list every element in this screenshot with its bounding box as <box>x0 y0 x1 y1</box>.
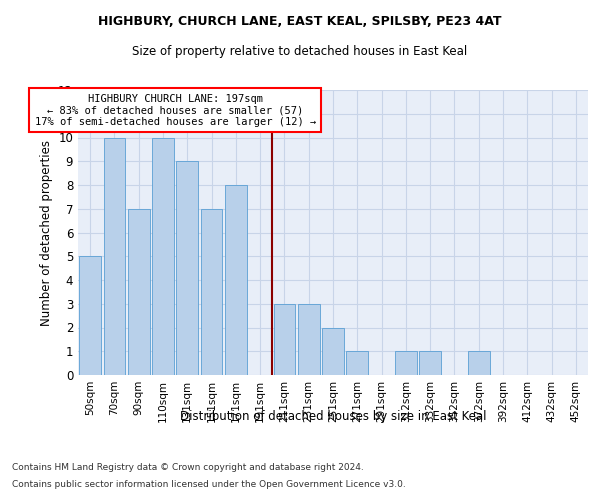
Bar <box>419 351 441 375</box>
Y-axis label: Number of detached properties: Number of detached properties <box>40 140 53 326</box>
Text: Contains public sector information licensed under the Open Government Licence v3: Contains public sector information licen… <box>12 480 406 489</box>
Bar <box>225 185 247 375</box>
Text: Distribution of detached houses by size in East Keal: Distribution of detached houses by size … <box>180 410 486 423</box>
Bar <box>79 256 101 375</box>
Bar <box>468 351 490 375</box>
Bar <box>128 209 149 375</box>
Bar <box>274 304 295 375</box>
Bar <box>346 351 368 375</box>
Bar <box>200 209 223 375</box>
Bar <box>395 351 417 375</box>
Bar <box>298 304 320 375</box>
Bar <box>152 138 174 375</box>
Bar <box>322 328 344 375</box>
Text: HIGHBURY CHURCH LANE: 197sqm
← 83% of detached houses are smaller (57)
17% of se: HIGHBURY CHURCH LANE: 197sqm ← 83% of de… <box>35 94 316 127</box>
Text: Size of property relative to detached houses in East Keal: Size of property relative to detached ho… <box>133 45 467 58</box>
Bar <box>104 138 125 375</box>
Text: Contains HM Land Registry data © Crown copyright and database right 2024.: Contains HM Land Registry data © Crown c… <box>12 462 364 471</box>
Bar <box>176 161 198 375</box>
Text: HIGHBURY, CHURCH LANE, EAST KEAL, SPILSBY, PE23 4AT: HIGHBURY, CHURCH LANE, EAST KEAL, SPILSB… <box>98 15 502 28</box>
